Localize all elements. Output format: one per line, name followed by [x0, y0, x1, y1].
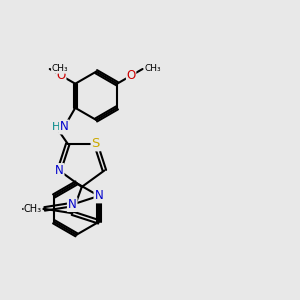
Text: CH₃: CH₃ [144, 64, 161, 74]
Text: CH₃: CH₃ [51, 64, 68, 74]
Text: N: N [94, 189, 103, 203]
Text: CH₃: CH₃ [24, 204, 42, 214]
Text: N: N [55, 164, 64, 177]
Text: S: S [92, 137, 100, 150]
Text: N: N [68, 198, 76, 211]
Text: N: N [60, 121, 69, 134]
Text: O: O [127, 69, 136, 82]
Text: O: O [57, 69, 66, 82]
Text: H: H [52, 122, 60, 132]
